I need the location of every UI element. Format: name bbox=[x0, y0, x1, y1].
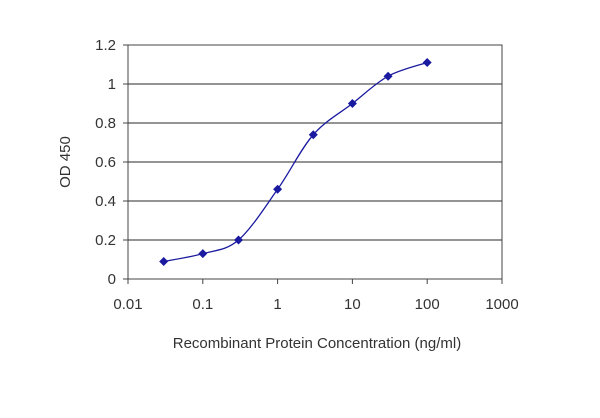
y-tick-label-6: 1.2 bbox=[95, 37, 116, 54]
x-tick-label-4: 100 bbox=[415, 296, 440, 313]
x-tick-label-0: 0.01 bbox=[113, 296, 142, 313]
x-tick-label-3: 10 bbox=[344, 296, 361, 313]
y-axis-title: OD 450 bbox=[57, 136, 74, 188]
y-tick-label-3: 0.6 bbox=[95, 154, 116, 171]
data-point-4 bbox=[308, 130, 318, 140]
x-tick-label-5: 1000 bbox=[485, 296, 518, 313]
y-tick-label-2: 0.4 bbox=[95, 193, 116, 210]
data-point-1 bbox=[198, 249, 208, 259]
series-markers bbox=[159, 58, 432, 266]
data-point-3 bbox=[273, 184, 283, 194]
x-tick-label-2: 1 bbox=[273, 296, 281, 313]
y-tick-label-0: 0 bbox=[108, 271, 116, 288]
data-point-0 bbox=[159, 256, 169, 266]
data-point-7 bbox=[422, 58, 432, 68]
x-tick-label-1: 0.1 bbox=[192, 296, 213, 313]
y-axis-ticks: 0 0.2 0.4 0.6 0.8 1 1.2 bbox=[95, 37, 128, 288]
data-point-6 bbox=[383, 71, 393, 81]
y-tick-label-4: 0.8 bbox=[95, 115, 116, 132]
data-point-5 bbox=[347, 99, 357, 108]
x-axis-title: Recombinant Protein Concentration (ng/ml… bbox=[173, 335, 461, 352]
y-tick-label-1: 0.2 bbox=[95, 232, 116, 249]
series-line bbox=[163, 61, 428, 263]
data-point-2 bbox=[233, 235, 243, 245]
grid-lines bbox=[128, 83, 502, 241]
y-tick-label-5: 1 bbox=[108, 76, 116, 93]
x-axis-ticks: 0.01 0.1 1 10 100 1000 bbox=[113, 279, 519, 313]
